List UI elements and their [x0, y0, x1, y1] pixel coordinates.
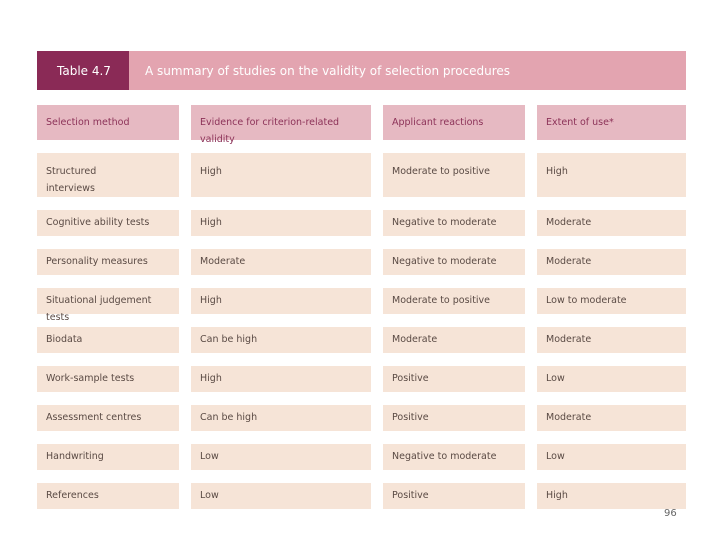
cell-criterion-validity: Can be high	[191, 405, 371, 431]
header-criterion-validity: Evidence for criterion-related validity	[191, 105, 371, 145]
cell-criterion-validity: High	[191, 153, 371, 197]
cell-applicant-reactions: Negative to moderate	[383, 210, 525, 236]
cell-criterion-validity: Moderate	[191, 249, 371, 275]
table-row: Structured interviews High Moderate to p…	[37, 153, 686, 197]
header-extent-of-use: Extent of use*	[537, 105, 686, 140]
page-number: 96	[664, 508, 677, 519]
cell-selection-method: Biodata	[37, 327, 179, 353]
table-title: A summary of studies on the validity of …	[145, 63, 511, 78]
cell-applicant-reactions: Moderate to positive	[383, 288, 525, 314]
cell-criterion-validity: High	[191, 366, 371, 392]
cell-extent-of-use: Moderate	[537, 249, 686, 275]
cell-extent-of-use: Low	[537, 366, 686, 392]
table-row: Biodata Can be high Moderate Moderate	[37, 327, 686, 353]
cell-extent-of-use: Moderate	[537, 405, 686, 431]
cell-criterion-validity: High	[191, 288, 371, 314]
cell-selection-method: Handwriting	[37, 444, 179, 470]
cell-criterion-validity: High	[191, 210, 371, 236]
cell-selection-method: Cognitive ability tests	[37, 210, 179, 236]
cell-applicant-reactions: Positive	[383, 405, 525, 431]
table-title-bar: Table 4.7 A summary of studies on the va…	[37, 51, 686, 90]
table-header-row: Selection method Evidence for criterion-…	[37, 105, 686, 145]
cell-applicant-reactions: Positive	[383, 483, 525, 509]
table-row: References Low Positive High	[37, 483, 686, 509]
cell-applicant-reactions: Moderate	[383, 327, 525, 353]
table-row: Personality measures Moderate Negative t…	[37, 249, 686, 275]
cell-selection-method: Assessment centres	[37, 405, 179, 431]
cell-extent-of-use: Moderate	[537, 210, 686, 236]
cell-applicant-reactions: Positive	[383, 366, 525, 392]
cell-extent-of-use: Moderate	[537, 327, 686, 353]
cell-applicant-reactions: Moderate to positive	[383, 153, 525, 197]
header-selection-method: Selection method	[37, 105, 179, 140]
cell-extent-of-use: High	[537, 153, 686, 197]
table-row: Work-sample tests High Positive Low	[37, 366, 686, 392]
cell-extent-of-use: Low to moderate	[537, 288, 686, 314]
table-row: Cognitive ability tests High Negative to…	[37, 210, 686, 236]
cell-applicant-reactions: Negative to moderate	[383, 249, 525, 275]
table-number-label: Table 4.7	[37, 51, 129, 90]
cell-applicant-reactions: Negative to moderate	[383, 444, 525, 470]
table-row: Situational judgement tests High Moderat…	[37, 288, 686, 323]
cell-criterion-validity: Can be high	[191, 327, 371, 353]
cell-criterion-validity: Low	[191, 444, 371, 470]
cell-criterion-validity: Low	[191, 483, 371, 509]
table-row: Handwriting Low Negative to moderate Low	[37, 444, 686, 470]
table-row: Assessment centres Can be high Positive …	[37, 405, 686, 431]
cell-selection-method: Structured interviews	[37, 153, 179, 197]
cell-selection-method: References	[37, 483, 179, 509]
cell-extent-of-use: Low	[537, 444, 686, 470]
selection-methods-table: Selection method Evidence for criterion-…	[37, 105, 686, 522]
cell-selection-method: Situational judgement tests	[37, 288, 179, 323]
cell-extent-of-use: High	[537, 483, 686, 509]
cell-selection-method: Work-sample tests	[37, 366, 179, 392]
header-applicant-reactions: Applicant reactions	[383, 105, 525, 140]
cell-selection-method: Personality measures	[37, 249, 179, 275]
